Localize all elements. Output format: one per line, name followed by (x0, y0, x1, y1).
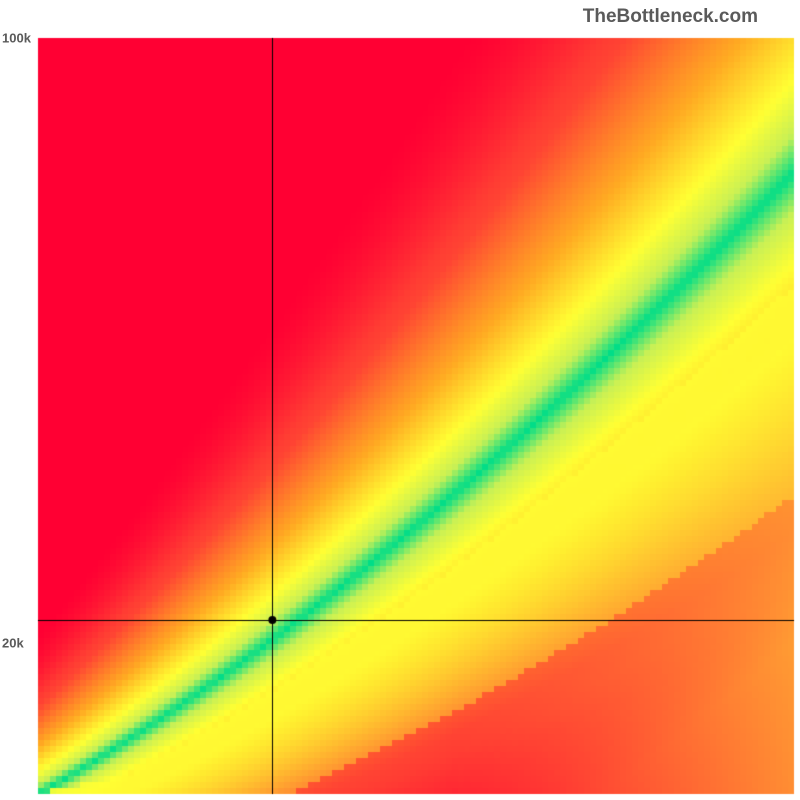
y-tick-label: 20k (2, 635, 24, 650)
chart-container: TheBottleneck.com 20k 100k (0, 0, 800, 800)
watermark-text: TheBottleneck.com (583, 6, 758, 28)
y-tick-label: 100k (2, 31, 31, 46)
crosshair-overlay (0, 0, 800, 800)
